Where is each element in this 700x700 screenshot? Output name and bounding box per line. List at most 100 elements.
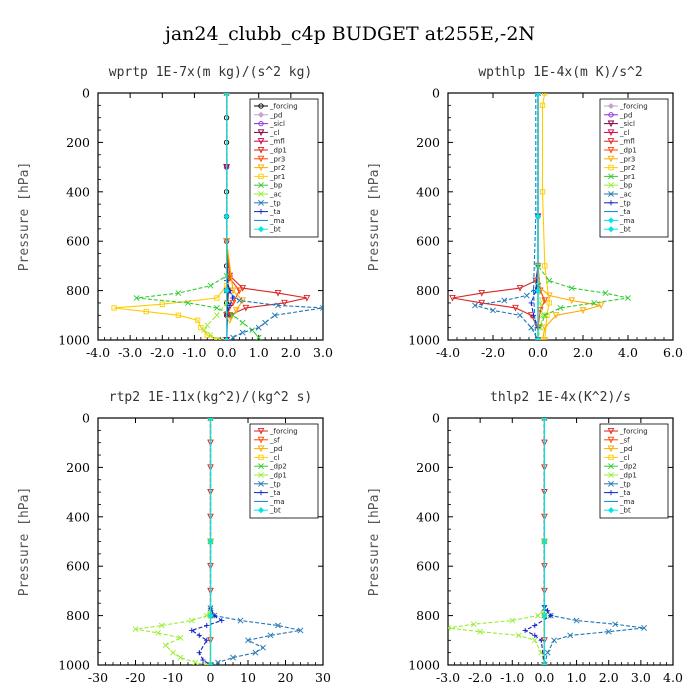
legend-label: _ac	[269, 191, 282, 199]
data-point	[227, 302, 233, 309]
data-point	[215, 659, 221, 665]
data-point	[207, 612, 214, 619]
data-point	[490, 307, 496, 314]
data-point	[255, 324, 262, 331]
series-line-pr2	[541, 93, 550, 340]
x-tick-label: 2.0	[281, 345, 301, 360]
legend-marker	[257, 436, 265, 444]
y-tick-label: 0	[432, 411, 440, 426]
legend-label: _tp	[619, 199, 631, 207]
data-point	[515, 632, 522, 639]
legend: _forcing_sf_pd_cl_dp2_dp1_tp_ta_ma_bt	[249, 423, 319, 519]
data-point	[539, 312, 546, 319]
legend-label: _pd	[619, 445, 632, 453]
data-point	[219, 617, 225, 624]
data-point	[200, 657, 206, 663]
legend-marker	[607, 120, 615, 128]
data-point	[539, 102, 546, 109]
legend-marker	[608, 164, 614, 171]
chart-panel-2: wpthlp 1E-4x(m K)/s^2 Pressure [hPa] -4.0 -…	[367, 65, 683, 360]
legend-label: _tp	[269, 199, 281, 207]
legend-label: _ta	[619, 208, 631, 216]
y-tick-label: 1000	[408, 658, 440, 673]
data-point	[207, 418, 214, 422]
data-point	[509, 617, 516, 624]
legend-marker	[608, 472, 614, 478]
data-point	[274, 290, 282, 297]
data-point	[207, 661, 214, 665]
data-point	[517, 312, 523, 319]
data-point	[544, 649, 551, 656]
data-point	[230, 312, 236, 319]
data-point	[207, 662, 214, 665]
series-line-pr3	[537, 93, 602, 340]
y-axis-label: Pressure [hPa]	[17, 487, 32, 597]
legend-marker	[258, 120, 264, 127]
series-line-ac	[203, 93, 228, 340]
legend-label: _cl	[619, 454, 629, 462]
x-tick-label: 3.0	[631, 670, 651, 685]
legend-label: _dp1	[619, 472, 637, 480]
y-axis-label: Pressure [hPa]	[367, 487, 382, 597]
data-point	[204, 322, 211, 329]
y-axis-label: Pressure [hPa]	[367, 162, 382, 272]
legend-label: _sicl	[619, 120, 635, 128]
series-line-pr3	[226, 93, 241, 316]
series-line-pr1	[537, 93, 629, 328]
x-tick-label: -4.0	[436, 345, 460, 360]
data-point	[204, 622, 210, 629]
data-point	[207, 332, 214, 338]
data-point	[201, 327, 207, 334]
chart-panel-4: thlp2 1E-4x(K^2)/s Pressure [hPa] -3.0 -2.0…	[367, 390, 683, 685]
data-point	[625, 295, 631, 301]
data-point	[255, 334, 262, 340]
data-point	[242, 304, 250, 312]
legend-label: _dp2	[619, 463, 637, 471]
data-point	[528, 300, 534, 306]
legend-marker	[608, 463, 614, 470]
legend-marker	[257, 146, 265, 154]
data-point	[239, 319, 246, 326]
data-point	[523, 292, 530, 299]
chart-title: thlp2 1E-4x(K^2)/s	[490, 390, 631, 405]
data-point	[260, 644, 266, 651]
data-point	[175, 312, 182, 318]
x-tick-label: 2.0	[599, 670, 619, 685]
legend-marker	[607, 507, 615, 514]
data-point	[522, 627, 528, 634]
y-axis-label: Pressure [hPa]	[17, 162, 32, 272]
x-tick-label: 10	[240, 670, 256, 685]
data-point	[207, 418, 214, 421]
legend-label: _forcing	[619, 428, 648, 436]
data-point	[239, 297, 246, 305]
data-point	[223, 93, 230, 96]
data-point	[448, 625, 451, 631]
data-point	[541, 297, 549, 305]
legend-label: _pr2	[269, 164, 285, 172]
legend-marker	[257, 111, 265, 118]
data-point	[170, 649, 176, 656]
data-point	[602, 290, 609, 296]
data-point	[162, 642, 169, 649]
legend-marker	[257, 507, 265, 514]
chart-title: wprtp 1E-7x(m kg)/(s^2 kg)	[109, 65, 313, 80]
legend-marker	[257, 427, 265, 435]
legend-label: _cl	[619, 129, 629, 137]
x-tick-label: -30	[88, 670, 108, 685]
data-point	[111, 305, 117, 311]
y-tick-label: 400	[416, 509, 440, 524]
data-point	[177, 654, 184, 661]
data-point	[551, 637, 557, 644]
legend-label: _sicl	[269, 120, 285, 128]
y-tick-label: 200	[416, 135, 440, 150]
data-point	[591, 300, 598, 306]
data-point	[158, 622, 165, 629]
data-point	[534, 287, 542, 294]
data-point	[230, 295, 236, 301]
x-tick-label: 3.0	[313, 345, 333, 360]
legend-marker	[257, 138, 265, 145]
data-point	[196, 650, 202, 656]
data-point	[477, 628, 484, 635]
legend-marker	[608, 112, 614, 118]
